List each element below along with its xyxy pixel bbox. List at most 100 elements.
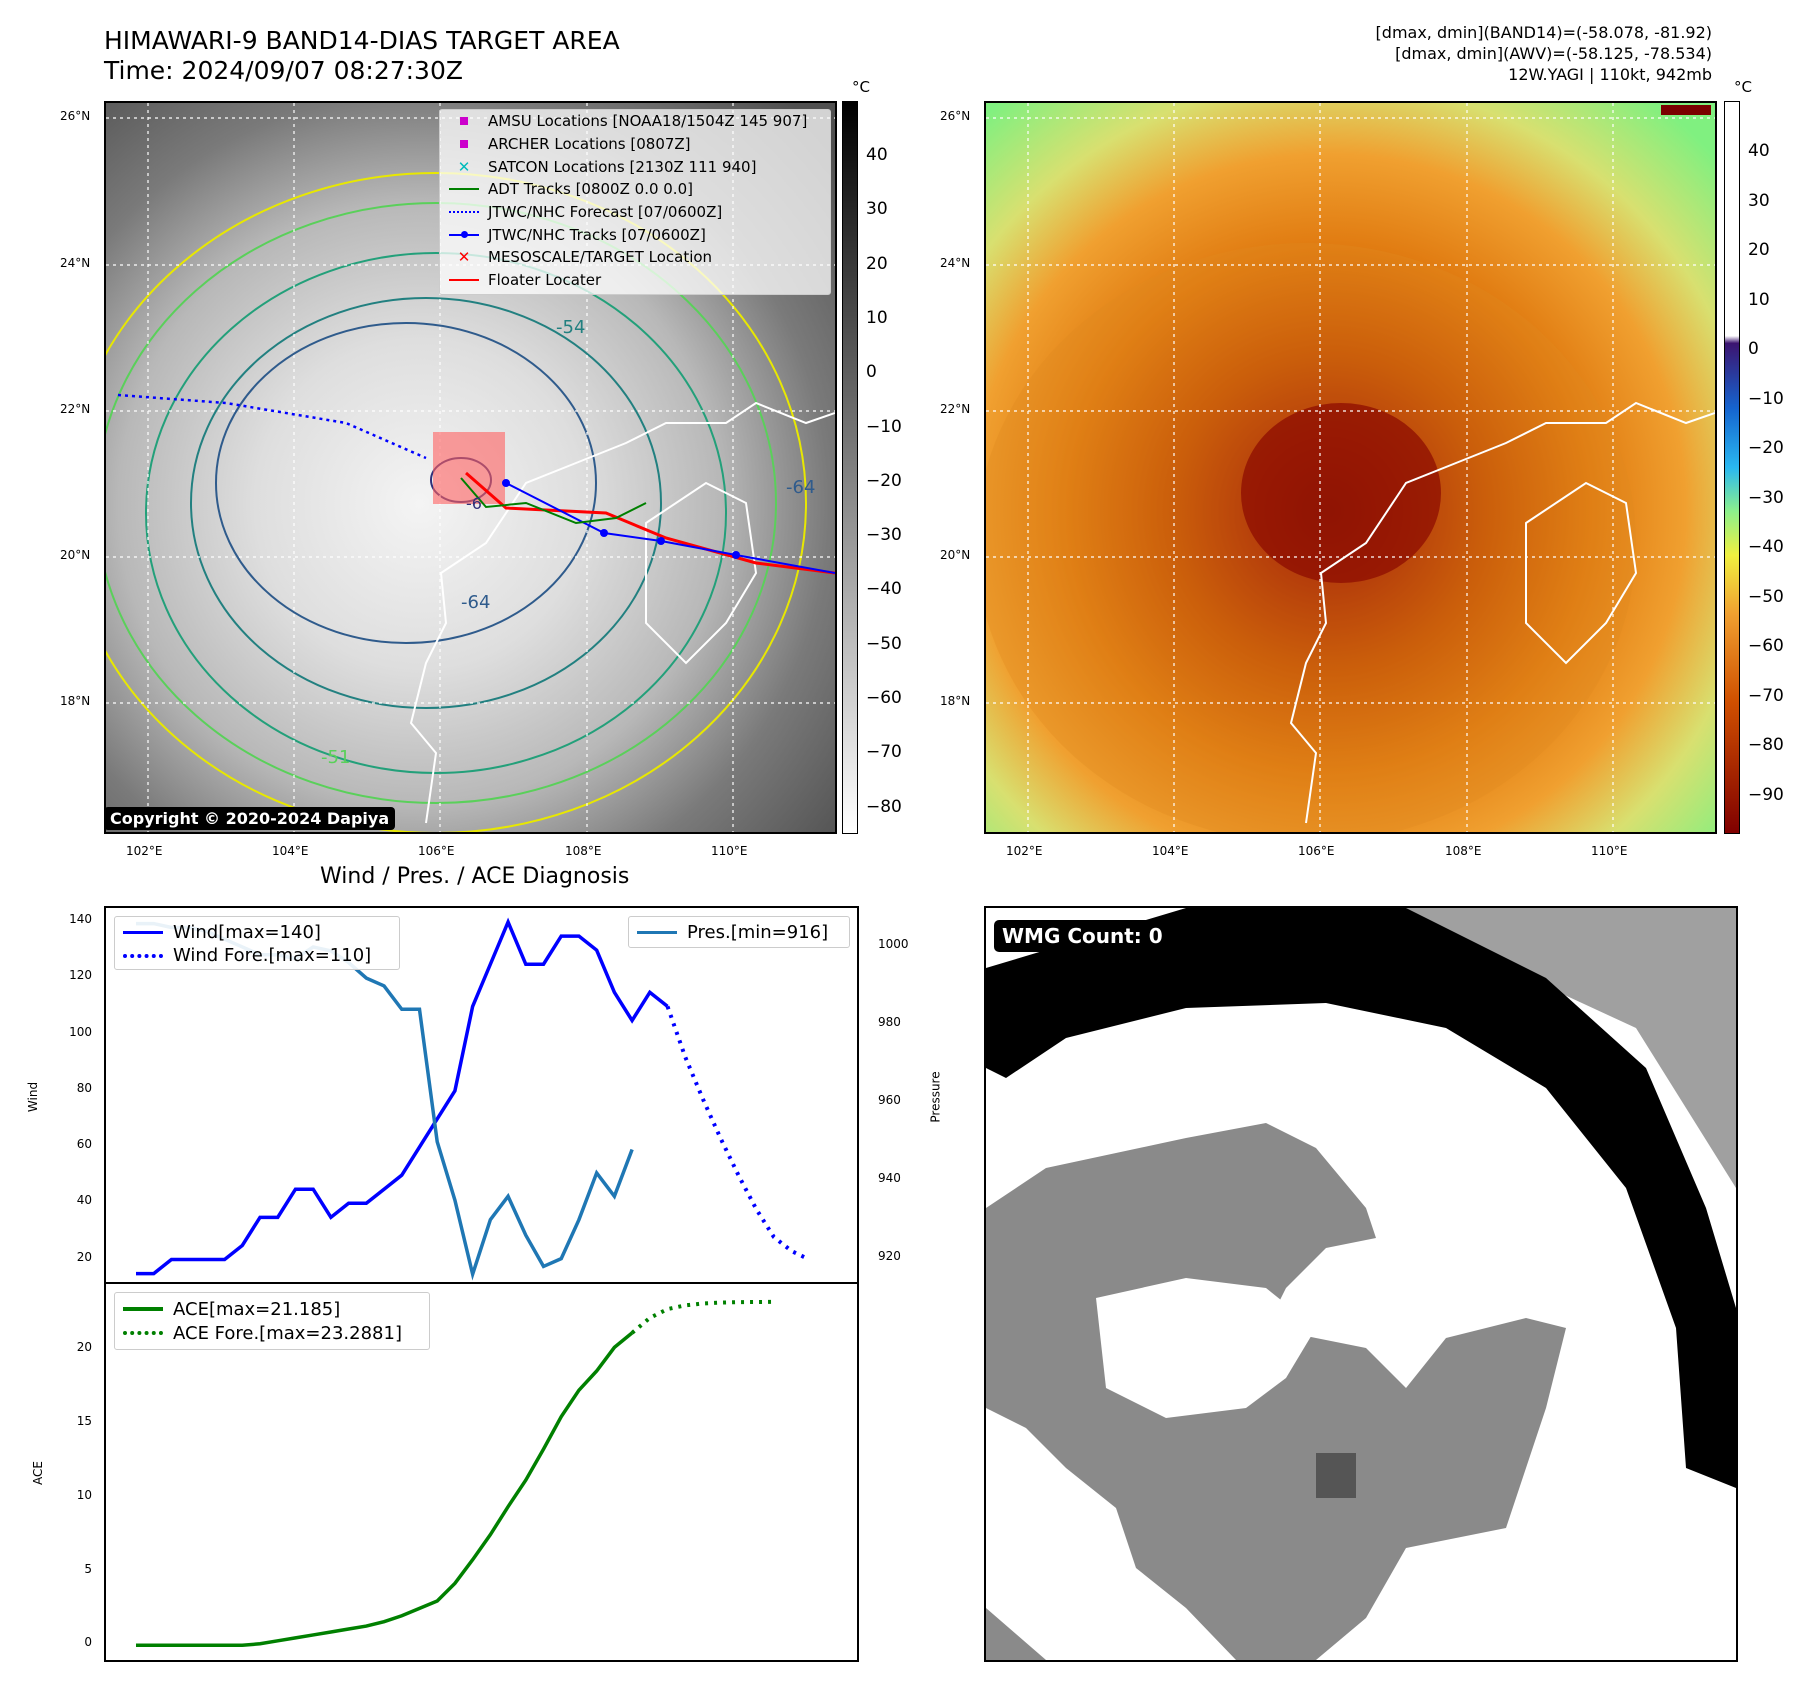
- awv-map: [984, 101, 1717, 834]
- colorbar-tick: 40: [866, 145, 888, 165]
- ace-plot: [136, 1299, 774, 1648]
- contour-label: -6: [466, 494, 482, 513]
- lat-label: 24°N: [940, 256, 971, 270]
- lat-label: 18°N: [940, 694, 971, 708]
- wmg-gray-corner: [1206, 908, 1736, 1188]
- wmg-black-band: [986, 908, 1736, 1488]
- colorbar-tick: −80: [866, 796, 902, 817]
- coastline-island: [645, 481, 758, 665]
- colorbar-tick: −60: [866, 688, 902, 708]
- colorbar-right: [1724, 101, 1740, 834]
- pressure-legend: Pres.[min=916]: [628, 916, 850, 948]
- awv-eyewall: [1241, 403, 1441, 583]
- lon-label: 108°E: [1445, 844, 1482, 858]
- colorbar-tick: −70: [1748, 685, 1784, 706]
- adt-track: [460, 477, 647, 525]
- legend-floater: Floater Locater: [440, 269, 830, 292]
- legend-wind: Wind[max=140]: [173, 922, 321, 943]
- axis-tick-label: 140: [69, 912, 92, 927]
- colorbar-tick: 0: [866, 362, 877, 383]
- axis-tick-label: 40: [76, 1193, 92, 1208]
- colorbar-left: [842, 101, 858, 834]
- contour-teal-outer: [145, 252, 727, 774]
- wmg-dark-cell: [1316, 1453, 1356, 1498]
- axis-tick-label: 10: [76, 1487, 92, 1502]
- contour-label: -64: [461, 592, 490, 613]
- wind-forecast-line: [665, 1005, 811, 1262]
- wind-line: [136, 917, 669, 1276]
- ace-forecast-line: [630, 1299, 774, 1335]
- awv-map-image: [986, 103, 1715, 832]
- contour-yellow: [106, 172, 807, 832]
- colorbar-tick: 40: [1748, 141, 1770, 161]
- axis-tick-label: 1000: [878, 936, 909, 951]
- meta-line-band14: [dmax, dmin](BAND14)=(-58.078, -81.92): [1375, 23, 1712, 42]
- colorbar-tick: −80: [1748, 735, 1784, 755]
- colorbar-tick: −30: [1748, 487, 1784, 508]
- wind-legend: Wind[max=140] Wind Fore.[max=110]: [114, 916, 400, 970]
- wind-axis-label: Wind: [26, 1081, 41, 1113]
- axis-tick-label: 5: [84, 1561, 92, 1576]
- lat-label: 20°N: [60, 548, 91, 562]
- axis-tick-label: 15: [76, 1414, 92, 1429]
- figure-title: HIMAWARI-9 BAND14-DIAS TARGET AREA: [104, 26, 620, 55]
- colorbar-tick: 30: [866, 199, 888, 220]
- lon-label: 108°E: [565, 844, 602, 858]
- axis-tick-label: 940: [878, 1170, 901, 1185]
- wmg-gray-lower-left: [986, 1608, 1046, 1660]
- pressure-axis-label: Pressure: [928, 1071, 943, 1123]
- colorbar-tick: 10: [1748, 289, 1770, 310]
- colorbar-tick: −70: [866, 742, 902, 763]
- colorbar-tick: 20: [1748, 240, 1770, 260]
- wmg-white-lower-left: [986, 1488, 1166, 1660]
- axis-tick-label: 0: [84, 1635, 92, 1650]
- contour-teal-inner: [190, 297, 662, 709]
- wmg-count-label: WMG Count: 0: [994, 920, 1171, 952]
- wmg-gray-region: [986, 1123, 1566, 1660]
- contour-label: -54: [556, 317, 585, 338]
- colorbar-tick: 20: [866, 253, 888, 274]
- awv-corner-patch: [1661, 105, 1711, 115]
- legend-tracks: JTWC/NHC Tracks [07/0600Z]: [440, 223, 830, 246]
- axis-tick-label: 20: [76, 1249, 92, 1264]
- legend-archer: ARCHER Locations [0807Z]: [440, 133, 830, 156]
- lon-label: 104°E: [1152, 844, 1189, 858]
- meta-info: [dmax, dmin](BAND14)=(-58.078, -81.92) […: [1376, 22, 1712, 85]
- legend-ace-fore: ACE Fore.[max=23.2881]: [173, 1322, 402, 1344]
- legend-amsu: AMSU Locations [NOAA18/1504Z 145 907]: [440, 110, 830, 133]
- lat-label: 22°N: [940, 402, 971, 416]
- legend-mesoscale: ✕ MESOSCALE/TARGET Location: [457, 248, 713, 267]
- axis-tick-label: 120: [69, 968, 92, 983]
- copyright-label: Copyright © 2020-2024 Dapiya: [104, 807, 396, 830]
- colorbar-tick: −20: [1748, 438, 1784, 458]
- target-area-box: [433, 432, 505, 504]
- legend-forecast: JTWC/NHC Forecast [07/0600Z]: [440, 201, 830, 224]
- meta-line-awv: [dmax, dmin](AWV)=(-58.125, -78.534): [1395, 44, 1712, 63]
- axis-tick-label: 920: [878, 1248, 901, 1263]
- lon-label: 104°E: [272, 844, 309, 858]
- contour-label: -64: [786, 477, 815, 498]
- lat-label: 20°N: [940, 548, 971, 562]
- colorbar-tick: 30: [1748, 190, 1770, 211]
- colorbar-tick: −50: [1748, 586, 1784, 607]
- colorbar-tick: −30: [866, 525, 902, 546]
- floater-track: [465, 471, 835, 575]
- colorbar-left-unit: °C: [852, 78, 870, 96]
- pressure-line: [136, 921, 634, 1281]
- ace-legend: ACE[max=21.185] ACE Fore.[max=23.2881]: [114, 1292, 430, 1350]
- diagnosis-title: Wind / Pres. / ACE Diagnosis: [320, 864, 630, 889]
- wmg-panel: [984, 906, 1738, 1662]
- wind-pressure-panel: Wind[max=140] Wind Fore.[max=110] Pres.[…: [104, 906, 859, 1284]
- meta-line-storm: 12W.YAGI | 110kt, 942mb: [1508, 65, 1712, 84]
- contour-label: -51: [321, 747, 350, 768]
- colorbar-tick: −10: [1748, 388, 1784, 409]
- colorbar-tick: 0: [1748, 339, 1759, 359]
- ace-line: [136, 1331, 634, 1648]
- map-legend: AMSU Locations [NOAA18/1504Z 145 907] AR…: [439, 109, 831, 295]
- colorbar-tick: −90: [1748, 784, 1784, 805]
- lon-label: 106°E: [418, 844, 455, 858]
- legend-ace: ACE[max=21.185]: [173, 1298, 341, 1320]
- colorbar-tick: −40: [1748, 537, 1784, 557]
- lon-label: 110°E: [1591, 844, 1628, 858]
- lat-label: 22°N: [60, 402, 91, 416]
